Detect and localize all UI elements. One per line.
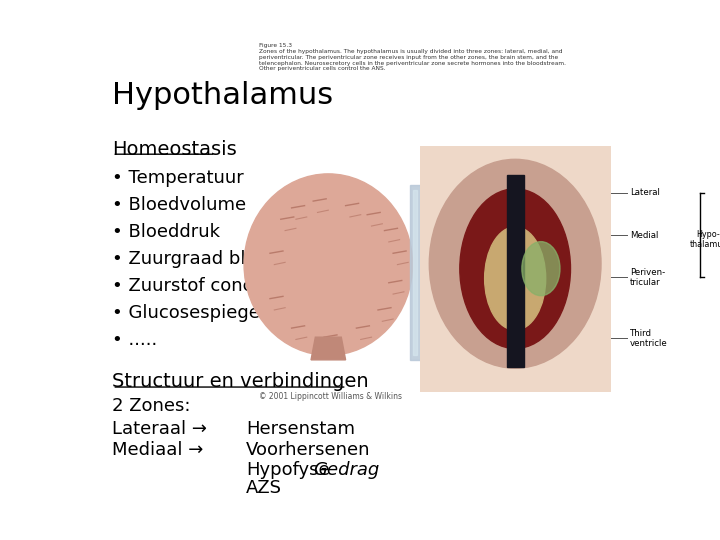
Text: • Bloedvolume: • Bloedvolume [112,196,246,214]
Text: Medial: Medial [630,231,658,240]
Text: Hypothalamus: Hypothalamus [112,82,333,111]
Text: Hypo-
thalamus: Hypo- thalamus [690,230,720,249]
Text: Hersenstam: Hersenstam [246,420,355,438]
Text: Gedrag: Gedrag [313,461,379,478]
Text: Periven-
tricular: Periven- tricular [630,268,665,287]
Polygon shape [413,190,417,355]
Text: Hypofyse: Hypofyse [246,461,330,478]
Ellipse shape [244,174,413,355]
Text: • .....: • ..... [112,331,158,349]
Polygon shape [420,146,611,392]
Text: Lateral: Lateral [630,188,660,197]
Text: Voorhersenen: Voorhersenen [246,441,371,459]
Text: Lateraal →: Lateraal → [112,420,207,438]
Polygon shape [311,337,346,360]
Ellipse shape [441,170,570,321]
Polygon shape [410,185,423,360]
Text: AZS: AZS [246,478,282,496]
Text: • Glucosespiegel: • Glucosespiegel [112,304,265,322]
Ellipse shape [485,227,546,330]
Text: Structuur en verbindingen: Structuur en verbindingen [112,373,369,392]
Text: • Bloeddruk: • Bloeddruk [112,223,220,241]
Text: Third
ventricle: Third ventricle [630,329,667,348]
Ellipse shape [429,159,601,368]
Text: • Zuurgraad bloed: • Zuurgraad bloed [112,250,279,268]
Text: • Zuurstof conc.: • Zuurstof conc. [112,277,258,295]
Text: Figure 15.3
Zones of the hypothalamus. The hypothalamus is usually divided into : Figure 15.3 Zones of the hypothalamus. T… [259,43,566,71]
Text: Homeostasis: Homeostasis [112,140,237,159]
Ellipse shape [479,214,533,292]
Ellipse shape [522,241,560,296]
Polygon shape [507,176,523,367]
Text: 2 Zones:: 2 Zones: [112,397,191,415]
Text: Mediaal →: Mediaal → [112,441,204,459]
Text: • Temperatuur: • Temperatuur [112,168,244,187]
Ellipse shape [460,189,570,348]
Text: © 2001 Lippincott Williams & Wilkins: © 2001 Lippincott Williams & Wilkins [259,393,402,401]
